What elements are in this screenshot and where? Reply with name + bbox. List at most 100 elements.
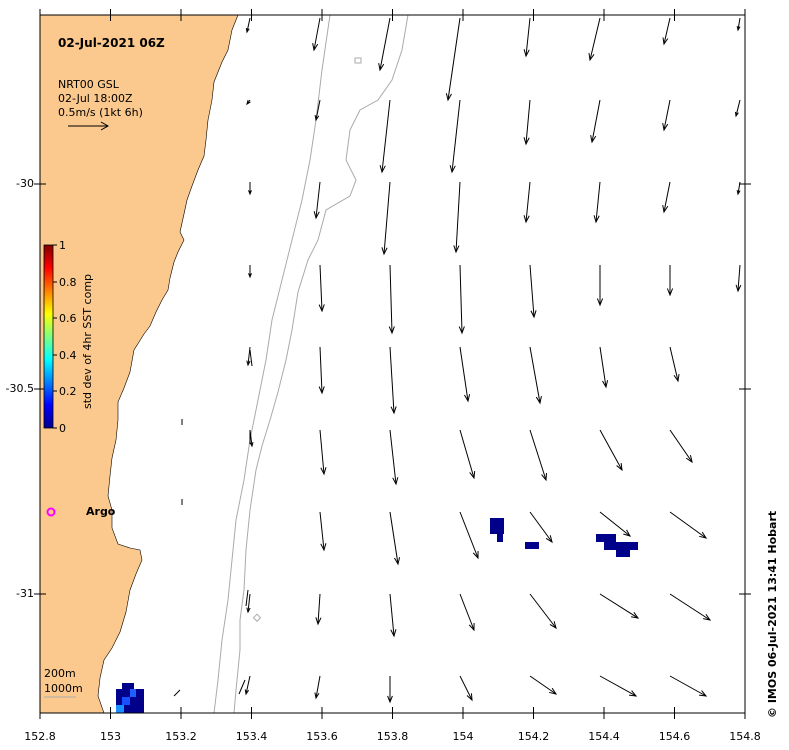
current-vector <box>599 429 623 472</box>
current-vector <box>445 17 461 102</box>
current-vector <box>315 593 322 626</box>
lon-tick-label: 154.4 <box>588 730 620 743</box>
lon-tick-label: 152.8 <box>24 730 56 743</box>
current-vector <box>459 675 473 702</box>
land-mass <box>40 15 239 713</box>
current-vector <box>248 265 252 279</box>
lon-tick-label: 153.6 <box>306 730 338 743</box>
current-vector <box>593 181 601 224</box>
argo-label: Argo <box>86 505 116 518</box>
current-vector <box>669 429 693 464</box>
colorbar-tick: 1 <box>59 239 66 252</box>
current-vector <box>319 429 327 476</box>
lon-tick-label: 153.4 <box>236 730 268 743</box>
lat-tick-label: -30.5 <box>6 382 34 395</box>
isobath-200m <box>213 15 331 713</box>
current-vector <box>314 99 321 122</box>
contour-200-label: 200m <box>44 667 76 680</box>
current-vector <box>529 675 558 695</box>
current-vector <box>459 593 475 632</box>
current-vector <box>245 17 251 34</box>
colorbar-tick: 0 <box>59 422 66 435</box>
current-vector <box>314 675 321 700</box>
current-vector <box>238 679 246 695</box>
current-vector <box>173 689 181 697</box>
current-vector <box>458 264 465 335</box>
isobath-islet <box>354 57 362 64</box>
current-vector <box>529 346 542 405</box>
current-vector <box>523 181 531 224</box>
isobath-islet-2 <box>252 613 262 622</box>
current-vector <box>318 346 325 395</box>
lon-tick-label: 153.8 <box>377 730 409 743</box>
lon-tick-label: 154.8 <box>729 730 761 743</box>
current-vector <box>313 181 321 220</box>
colorbar-tick: 0.6 <box>59 312 77 325</box>
current-vector <box>666 265 674 297</box>
current-vector <box>381 181 391 256</box>
current-vector <box>669 511 708 539</box>
current-vector <box>735 264 742 293</box>
lon-tick-label: 154 <box>453 730 474 743</box>
current-vector <box>244 675 251 696</box>
scale-arrow <box>68 121 110 131</box>
colorbar: 1 0.8 0.6 0.4 0.2 0 std dev of 4hr SST c… <box>43 239 94 435</box>
current-vector <box>318 264 325 313</box>
current-vector <box>387 676 393 704</box>
lon-tick-label: 154.6 <box>659 730 691 743</box>
current-vector <box>669 675 708 697</box>
colorbar-gradient <box>43 244 54 429</box>
lat-tick-label: -31 <box>16 587 34 600</box>
colorbar-label: std dev of 4hr SST comp <box>81 274 94 409</box>
current-vector <box>529 264 537 319</box>
current-vector <box>453 181 461 254</box>
current-vector <box>523 99 531 146</box>
x-axis-labels: 152.8 153 153.2 153.4 153.6 153.8 154 15… <box>24 730 761 743</box>
current-vector <box>459 346 471 403</box>
y-axis-labels: -30 -30.5 -31 <box>6 177 34 600</box>
isobath-1000m <box>233 15 409 713</box>
contour-1000-label: 1000m <box>44 682 83 695</box>
current-vector <box>599 593 640 619</box>
current-vector <box>599 511 632 537</box>
current-vector <box>529 511 553 544</box>
current-vector <box>662 99 671 132</box>
current-vector <box>389 593 397 638</box>
current-vector <box>736 17 741 32</box>
credit-text: © IMOS 06-Jul-2021 13:41 Hobart <box>766 511 779 718</box>
current-vector <box>379 99 391 174</box>
current-vectors <box>173 17 742 704</box>
current-vector <box>389 346 397 415</box>
lon-tick-label: 154.2 <box>518 730 550 743</box>
current-vector <box>662 17 671 46</box>
current-vector <box>734 99 741 118</box>
current-vector <box>245 589 249 607</box>
current-vector <box>246 346 251 367</box>
current-vector <box>669 593 712 621</box>
current-vector <box>312 17 321 52</box>
current-vector <box>459 511 479 560</box>
current-vector <box>588 17 601 62</box>
current-vector <box>523 17 531 58</box>
lat-tick-label: -30 <box>16 177 34 190</box>
current-vector <box>529 593 557 630</box>
current-vector <box>389 429 399 486</box>
current-vector <box>596 265 604 307</box>
current-vector <box>662 181 671 214</box>
current-vector <box>246 593 251 614</box>
current-vector <box>378 17 391 72</box>
argo-float-marker[interactable] <box>46 507 56 517</box>
current-vector <box>388 264 395 335</box>
sst-patches <box>116 518 638 713</box>
colorbar-tick: 0.2 <box>59 385 77 398</box>
current-vector <box>246 99 251 106</box>
current-vector <box>529 429 547 482</box>
current-product-label: NRT00 GSL <box>58 78 120 91</box>
colorbar-tick: 0.4 <box>59 349 77 362</box>
current-vector <box>599 346 609 389</box>
current-vector <box>599 675 638 697</box>
current-vector <box>669 346 680 383</box>
colorbar-tick: 0.8 <box>59 276 77 289</box>
map-timestamp: 02-Jul-2021 06Z <box>58 36 165 50</box>
